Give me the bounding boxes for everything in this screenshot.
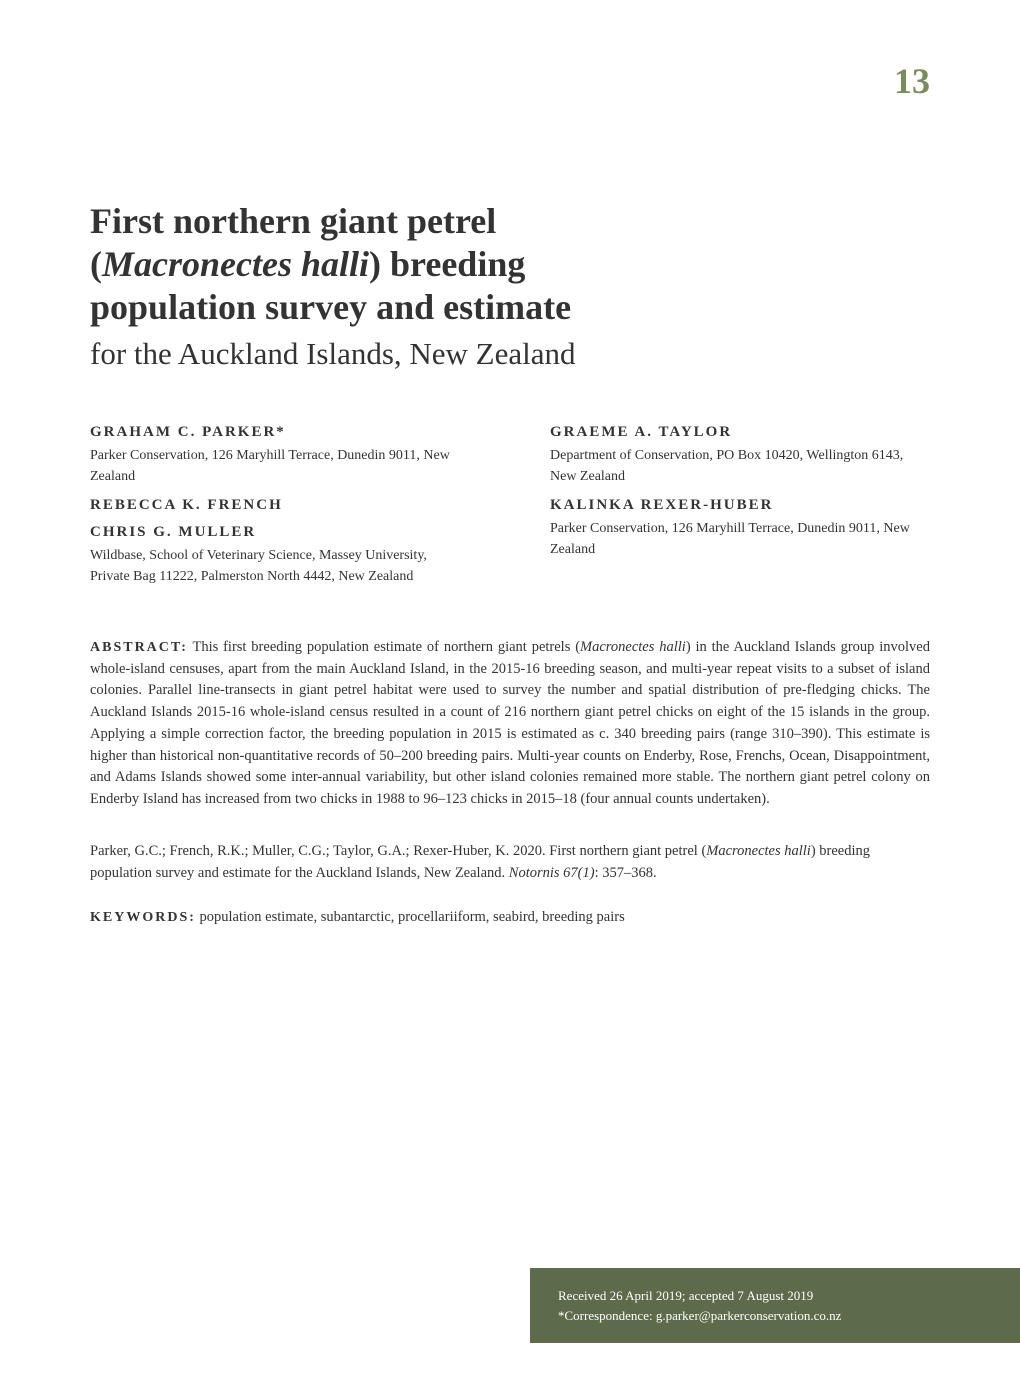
author-name: GRAHAM C. PARKER* [90, 424, 470, 441]
author-name: KALINKA REXER-HUBER [550, 497, 930, 514]
title-line2-open: ( [90, 244, 102, 284]
footer-correspondence: *Correspondence: g.parker@parkerconserva… [558, 1306, 992, 1326]
author-column-left: GRAHAM C. PARKER* Parker Conservation, 1… [90, 424, 470, 587]
author-affiliation: Parker Conservation, 126 Maryhill Terrac… [90, 445, 470, 487]
author-name: REBECCA K. FRENCH [90, 497, 470, 514]
abstract-species: Macronectes halli [580, 639, 686, 655]
abstract-label: ABSTRACT: [90, 640, 188, 655]
chapter-number: 13 [894, 60, 930, 102]
citation-species: Macronectes halli [706, 843, 811, 859]
abstract-text: ABSTRACT: This first breeding population… [90, 637, 930, 811]
title-line3: population survey and estimate [90, 287, 571, 327]
author-affiliation: Parker Conservation, 126 Maryhill Terrac… [550, 518, 930, 560]
title-subtitle: for the Auckland Islands, New Zealand [90, 334, 930, 374]
citation-section: Parker, G.C.; French, R.K.; Muller, C.G.… [90, 841, 930, 885]
keywords-label: KEYWORDS: [90, 910, 196, 925]
author-column-right: GRAEME A. TAYLOR Department of Conservat… [550, 424, 930, 587]
citation-journal: Notornis 67(1) [509, 865, 595, 881]
citation-text: Parker, G.C.; French, R.K.; Muller, C.G.… [90, 841, 930, 885]
keywords-content: population estimate, subantarctic, proce… [196, 909, 625, 925]
title-species: Macronectes halli [102, 244, 369, 284]
author-affiliation: Wildbase, School of Veterinary Science, … [90, 545, 470, 587]
footer-box: Received 26 April 2019; accepted 7 Augus… [530, 1268, 1020, 1343]
abstract-part1: This first breeding population estimate … [188, 639, 580, 655]
author-affiliation: Department of Conservation, PO Box 10420… [550, 445, 930, 487]
citation-part1: Parker, G.C.; French, R.K.; Muller, C.G.… [90, 843, 706, 859]
abstract-section: ABSTRACT: This first breeding population… [90, 637, 930, 811]
author-name: GRAEME A. TAYLOR [550, 424, 930, 441]
keywords-section: KEYWORDS: population estimate, subantarc… [90, 909, 930, 926]
title-line2-close: ) breeding [369, 244, 525, 284]
abstract-part2: ) in the Auckland Islands group involved… [90, 639, 930, 807]
title-line1: First northern giant petrel [90, 201, 496, 241]
title-main: First northern giant petrel (Macronectes… [90, 200, 930, 330]
authors-section: GRAHAM C. PARKER* Parker Conservation, 1… [90, 424, 930, 587]
footer-received: Received 26 April 2019; accepted 7 Augus… [558, 1286, 992, 1306]
keywords-text: KEYWORDS: population estimate, subantarc… [90, 909, 930, 926]
title-section: First northern giant petrel (Macronectes… [90, 200, 930, 374]
citation-pages: : 357–368. [595, 865, 657, 881]
author-name: CHRIS G. MULLER [90, 524, 470, 541]
